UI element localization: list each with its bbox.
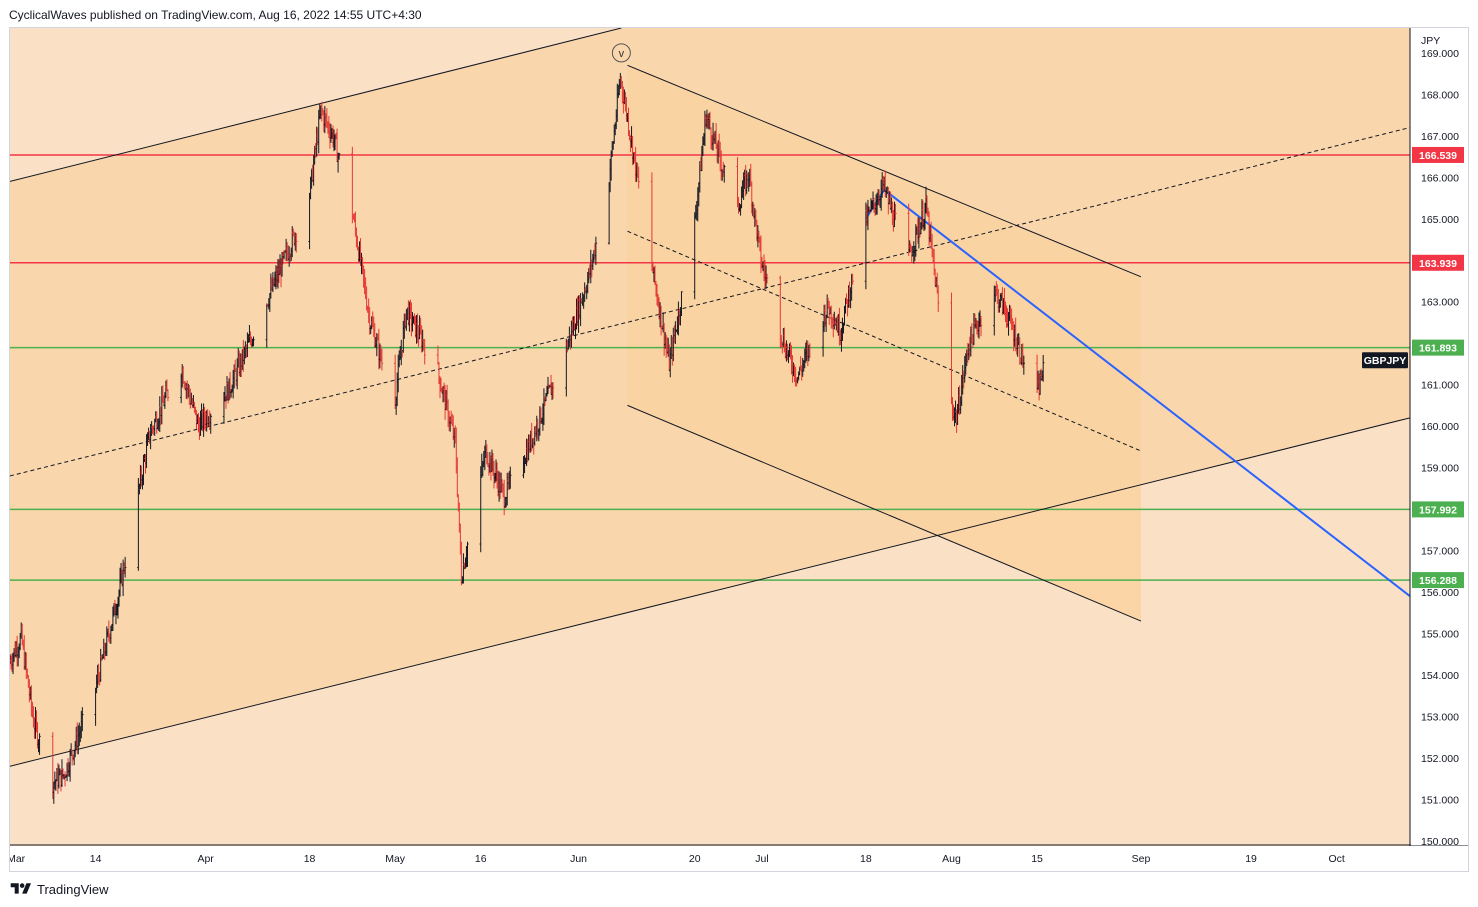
symbol-label-bg xyxy=(1362,352,1408,369)
y-tick-label: 159.000 xyxy=(1421,463,1459,475)
time-axis-background[interactable] xyxy=(10,846,1468,871)
blue-trend-line[interactable] xyxy=(883,188,1411,597)
y-tick-label: 153.000 xyxy=(1421,711,1459,723)
x-tick-label: 19 xyxy=(1245,853,1257,865)
publisher-header: CyclicalWaves published on TradingView.c… xyxy=(9,8,422,22)
chart-area[interactable]: v GBPJPY JPY 150.000 151.000 152.000 153.000 1… xyxy=(9,27,1469,872)
outer-channel-upper[interactable] xyxy=(10,28,622,182)
y-tick-label: 160.000 xyxy=(1421,421,1459,433)
y-tick-label: 161.000 xyxy=(1421,380,1459,392)
level-label: 156.288 xyxy=(1419,575,1457,587)
y-tick-label: 167.000 xyxy=(1421,131,1459,143)
inner-channel-lower[interactable] xyxy=(627,404,1142,622)
level-label-bg xyxy=(1412,572,1464,589)
y-tick-label: 165.000 xyxy=(1421,214,1459,226)
trend-lines[interactable] xyxy=(10,28,1411,767)
footer-brand: TradingView xyxy=(37,881,109,897)
symbol-label: GBPJPY xyxy=(1364,355,1407,367)
y-tick-label: 168.000 xyxy=(1421,89,1459,101)
wave-label-circle xyxy=(611,43,631,63)
y-tick-label: 151.000 xyxy=(1421,794,1459,806)
y-tick-label: 156.000 xyxy=(1421,587,1459,599)
outer-channel-lower[interactable] xyxy=(10,417,1411,767)
time-axis: Mar 14 Apr 18 May 16 Jun 20 Jul 18 Aug 15 Sep 19 Oct xyxy=(10,853,1345,865)
inner-channel-median[interactable] xyxy=(627,230,1142,452)
horizontal-levels xyxy=(10,154,1410,581)
y-tick-label: 166.000 xyxy=(1421,172,1459,184)
x-tick-label: Jul xyxy=(755,853,768,865)
x-tick-label: Aug xyxy=(942,853,961,865)
x-tick-label: May xyxy=(385,853,406,865)
x-tick-label: Apr xyxy=(197,853,214,865)
candles xyxy=(10,72,1045,804)
inner-channel-fill xyxy=(627,65,1142,622)
x-tick-label: Sep xyxy=(1132,853,1151,865)
price-axis-background[interactable] xyxy=(1411,28,1468,845)
footer: TradingView xyxy=(10,880,109,898)
x-tick-label: Jun xyxy=(570,853,587,865)
level-label-bg xyxy=(1412,339,1464,356)
y-tick-label: 152.000 xyxy=(1421,753,1459,765)
level-label: 163.939 xyxy=(1419,258,1457,270)
x-tick-label: 16 xyxy=(475,853,487,865)
candlestick-chart[interactable]: v GBPJPY JPY 150.000 151.000 152.000 153.000 1… xyxy=(10,28,1468,871)
level-label-bg xyxy=(1412,254,1464,271)
y-tick-label: 154.000 xyxy=(1421,670,1459,682)
level-label-bg xyxy=(1412,501,1464,518)
x-tick-label: 15 xyxy=(1031,853,1043,865)
y-tick-label: 163.000 xyxy=(1421,297,1459,309)
wave-label: v xyxy=(619,48,625,60)
annotations: v GBPJPY xyxy=(611,43,1408,369)
x-tick-label: 18 xyxy=(304,853,316,865)
tradingview-logo-icon xyxy=(10,881,32,897)
level-label: 166.539 xyxy=(1419,150,1457,162)
level-label: 157.992 xyxy=(1419,504,1457,516)
y-tick-label: 169.000 xyxy=(1421,48,1459,60)
x-tick-label: Mar xyxy=(10,853,26,865)
level-label-bg xyxy=(1412,146,1464,163)
inner-channel-upper[interactable] xyxy=(627,64,1142,278)
x-tick-label: 20 xyxy=(689,853,701,865)
currency-label: JPY xyxy=(1421,35,1440,47)
x-tick-label: 14 xyxy=(90,853,102,865)
level-label: 161.893 xyxy=(1419,343,1457,355)
price-level-labels: 166.539 163.939 161.893 157.992 156.288 xyxy=(1412,146,1464,589)
x-tick-label: 18 xyxy=(860,853,872,865)
y-tick-label: 157.000 xyxy=(1421,546,1459,558)
y-tick-label: 150.000 xyxy=(1421,836,1459,848)
y-tick-label: 155.000 xyxy=(1421,628,1459,640)
outer-channel-median[interactable] xyxy=(10,127,1411,477)
x-tick-label: Oct xyxy=(1328,853,1344,865)
